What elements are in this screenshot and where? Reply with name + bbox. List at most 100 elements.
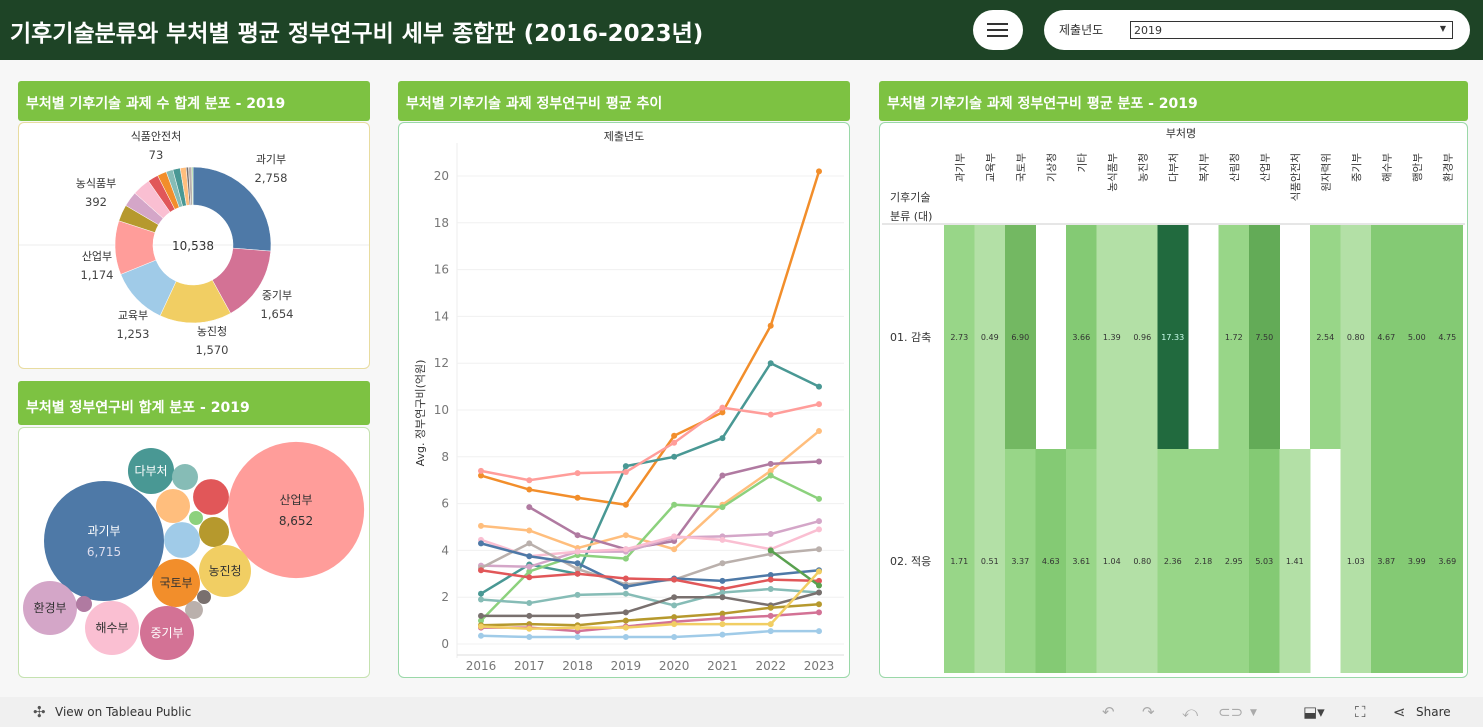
- data-point: [622, 624, 629, 631]
- cell-value: 4.75: [1438, 333, 1456, 342]
- data-point: [478, 617, 484, 624]
- data-point: [622, 583, 629, 590]
- bubble-chart-panel: 산업부 8,652 과기부 6,715 다부처 농진청 국토부 환경부 해수부 중기부: [18, 427, 370, 678]
- share-icon[interactable]: ⋖: [1393, 703, 1406, 721]
- year-select-value: 2019: [1134, 24, 1162, 37]
- series-line: [480, 402, 820, 482]
- heatmap-panel-title: 부처별 기후기술 과제 정부연구비 평균 분포 - 2019: [879, 81, 1468, 121]
- bubble-label: 농진청: [208, 564, 241, 578]
- menu-button[interactable]: [973, 10, 1023, 50]
- series-line: [480, 542, 820, 588]
- slice-label: 농진청: [197, 325, 227, 338]
- redo-icon[interactable]: ↷: [1142, 703, 1155, 721]
- cell-value: 2.54: [1316, 333, 1334, 342]
- heatmap-cell: [1340, 449, 1372, 673]
- slice-label: 산업부: [82, 250, 112, 263]
- data-point: [816, 601, 822, 608]
- x-tick-label: 2018: [562, 659, 593, 673]
- series-line: [480, 629, 819, 639]
- y-tick-label: 6: [441, 497, 449, 511]
- data-point: [767, 547, 774, 554]
- x-tick-label: 2017: [514, 659, 545, 673]
- bubble-value: 6,715: [87, 545, 121, 559]
- data-point: [719, 621, 726, 628]
- data-point: [574, 624, 581, 631]
- bubble: [84, 600, 140, 656]
- column-label: 복지부: [1198, 153, 1210, 182]
- data-point: [767, 467, 774, 474]
- share-button[interactable]: Share: [1416, 705, 1451, 719]
- data-point: [816, 383, 822, 390]
- undo-icon[interactable]: ↶: [1102, 703, 1115, 721]
- bubble: [227, 441, 365, 579]
- series-line: [480, 528, 820, 558]
- data-point: [816, 609, 822, 616]
- heatmap-cell: [1310, 225, 1341, 449]
- year-select[interactable]: 2019 ▼: [1130, 21, 1453, 39]
- slice-value: 73: [149, 148, 164, 162]
- slice-label: 교육부: [118, 309, 148, 322]
- cell-value: 1.71: [950, 557, 968, 566]
- year-filter: 제출년도 2019 ▼: [1044, 10, 1470, 50]
- slice-value: 1,253: [117, 327, 150, 341]
- view-on-tableau-link[interactable]: View on Tableau Public: [55, 705, 192, 719]
- data-point: [767, 322, 774, 329]
- heatmap-cell: [1005, 225, 1036, 449]
- bubble: [155, 488, 191, 524]
- y-tick-label: 10: [434, 403, 449, 417]
- series-line: [480, 587, 820, 607]
- series-line: [480, 519, 820, 569]
- data-point: [719, 409, 726, 416]
- data-point: [719, 536, 726, 543]
- bubble-label: 환경부: [33, 601, 66, 615]
- bubble-panel-title: 부처별 정부연구비 합계 분포 - 2019: [18, 381, 370, 425]
- bubble: [164, 522, 200, 558]
- data-point: [816, 518, 822, 525]
- column-header-title: 부처명: [1166, 127, 1196, 140]
- refresh-icon[interactable]: ⊂⊃: [1218, 703, 1244, 721]
- dropdown-arrow-icon: ▼: [1439, 24, 1446, 33]
- data-point: [478, 623, 484, 630]
- data-point: [622, 590, 629, 597]
- cell-value: 7.50: [1255, 333, 1273, 342]
- data-point: [816, 526, 822, 533]
- cell-value: 2.73: [950, 333, 968, 342]
- data-point: [478, 467, 484, 474]
- column-label: 해수부: [1380, 153, 1393, 182]
- data-point: [574, 566, 581, 573]
- cell-value: 17.33: [1161, 333, 1184, 342]
- x-axis-title: 제출년도: [604, 130, 644, 143]
- donut-chart-panel: 과기부 2,758 중기부 1,654 농진청 1,570 교육부 1,253 산업부 1,174…: [18, 122, 370, 369]
- bubble-value: 8,652: [279, 514, 313, 528]
- cell-value: 1.03: [1347, 557, 1365, 566]
- data-point: [574, 570, 581, 577]
- data-point: [671, 594, 678, 601]
- revert-icon[interactable]: ⤺: [1182, 703, 1199, 721]
- bubble: [139, 605, 195, 661]
- column-label: 농식품부: [1107, 153, 1119, 192]
- fullscreen-icon[interactable]: ⛶: [1355, 703, 1366, 721]
- bubble: [198, 516, 230, 548]
- data-point: [767, 612, 774, 619]
- column-label: 산업부: [1258, 153, 1271, 182]
- heatmap-cell: [1127, 225, 1158, 449]
- heatmap-cell: [1096, 449, 1128, 673]
- y-tick-label: 8: [441, 450, 449, 464]
- y-tick-label: 0: [441, 637, 449, 651]
- refresh-dropdown-icon[interactable]: ▼: [1250, 708, 1257, 718]
- slice-value: 1,654: [261, 307, 294, 321]
- bubble: [193, 479, 229, 515]
- download-icon[interactable]: ⬓▾: [1303, 703, 1325, 721]
- cell-value: 2.95: [1225, 557, 1243, 566]
- data-point: [719, 631, 726, 638]
- data-point: [671, 501, 678, 508]
- cell-value: 1.72: [1225, 333, 1243, 342]
- data-point: [526, 486, 533, 493]
- cell-value: 2.36: [1164, 557, 1182, 566]
- column-label: 기타: [1076, 153, 1088, 173]
- data-point: [767, 628, 774, 635]
- column-label: 중기부: [1351, 153, 1363, 182]
- data-point: [816, 495, 822, 502]
- data-point: [816, 582, 822, 589]
- data-point: [526, 612, 533, 619]
